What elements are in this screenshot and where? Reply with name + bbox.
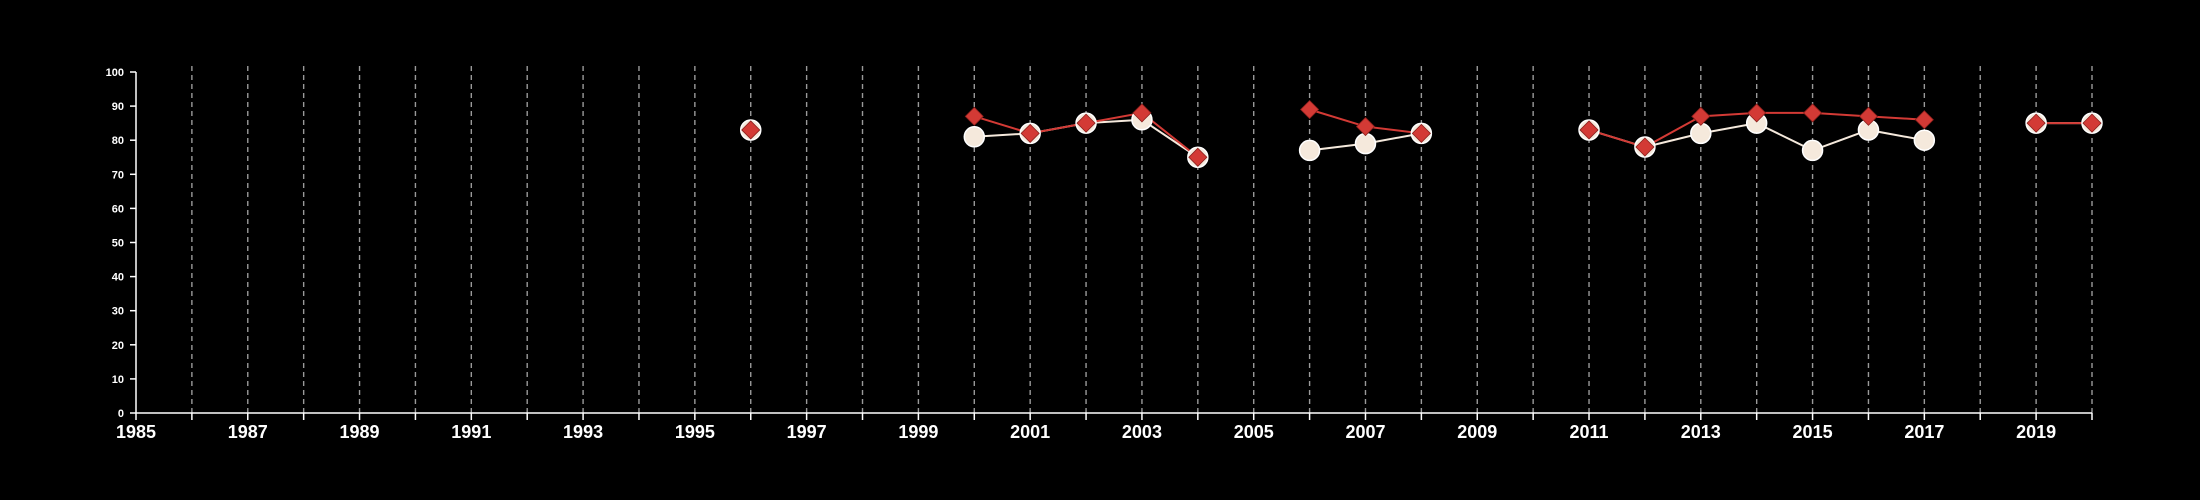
diamond-point-2016 [1858, 106, 1879, 126]
y-tick-label-60: 60 [112, 203, 124, 215]
y-tick-label-80: 80 [112, 135, 124, 147]
diamond-point-2007 [1355, 116, 1376, 137]
x-tick-label-1999: 1999 [898, 422, 938, 442]
axes: 0 10 20 30 40 50 60 70 80 90 100 1985 1987 1989 1991 19… [106, 67, 2093, 442]
circle-point-2007 [1354, 132, 1377, 155]
diamond-point-2017 [1914, 110, 1934, 130]
circle-point-2017 [1913, 129, 1936, 151]
x-tick-label-1987: 1987 [228, 422, 268, 442]
y-tick-label-90: 90 [112, 101, 124, 113]
diamond-point-2004 [1188, 147, 1208, 167]
diamond-point-2006 [1300, 99, 1320, 120]
circle-point-2015 [1801, 139, 1824, 162]
x-tick-label-1993: 1993 [563, 422, 603, 442]
vertical-grid [191, 66, 2093, 413]
x-tick-label-2007: 2007 [1345, 422, 1385, 442]
x-tick-label-1997: 1997 [787, 422, 827, 442]
x-tick-label-2015: 2015 [1793, 422, 1833, 442]
x-tick-label-2017: 2017 [1904, 422, 1944, 442]
circle-point-2006 [1298, 139, 1321, 162]
x-tick-label-2011: 2011 [1569, 422, 1608, 442]
diamond-point-2001 [1020, 123, 1040, 143]
y-tick-label-10: 10 [112, 374, 124, 386]
y-tick-label-0: 0 [118, 408, 124, 420]
diamond-point-2000 [964, 106, 984, 126]
diamond-point-2002 [1076, 113, 1096, 133]
x-tick-label-1995: 1995 [675, 422, 715, 442]
y-tick-label-100: 100 [106, 67, 124, 79]
y-tick-label-70: 70 [112, 169, 124, 181]
diamond-point-1996 [741, 120, 761, 140]
diamond-point-2015 [1803, 103, 1823, 123]
x-tick-label-1989: 1989 [340, 422, 380, 442]
x-tick-label-2003: 2003 [1122, 422, 1162, 442]
x-tick-label-2013: 2013 [1681, 422, 1721, 442]
diamond-point-2003 [1132, 103, 1152, 123]
diamond-point-2020 [2082, 113, 2102, 133]
diamond-point-2008 [1411, 123, 1431, 143]
y-tick-label-30: 30 [112, 306, 124, 318]
diamond-point-2011 [1579, 120, 1599, 140]
diamond-point-2013 [1691, 106, 1711, 126]
series-layer [739, 99, 2103, 168]
x-tick-label-1985: 1985 [116, 422, 156, 442]
y-tick-label-20: 20 [112, 340, 124, 352]
x-tick-label-2005: 2005 [1234, 422, 1274, 442]
x-tick-label-2001: 2001 [1010, 422, 1050, 442]
diamond-point-2014 [1747, 103, 1767, 123]
diamond-point-2012 [1635, 137, 1655, 157]
x-tick-label-2019: 2019 [2016, 422, 2056, 442]
circle-point-2000 [963, 126, 986, 148]
diamond-point-2019 [2026, 113, 2046, 133]
x-tick-label-2009: 2009 [1457, 422, 1497, 442]
y-tick-label-50: 50 [112, 238, 124, 250]
y-tick-label-40: 40 [112, 272, 124, 284]
x-tick-label-1991: 1991 [451, 422, 491, 442]
circle-point-2013 [1690, 122, 1712, 145]
